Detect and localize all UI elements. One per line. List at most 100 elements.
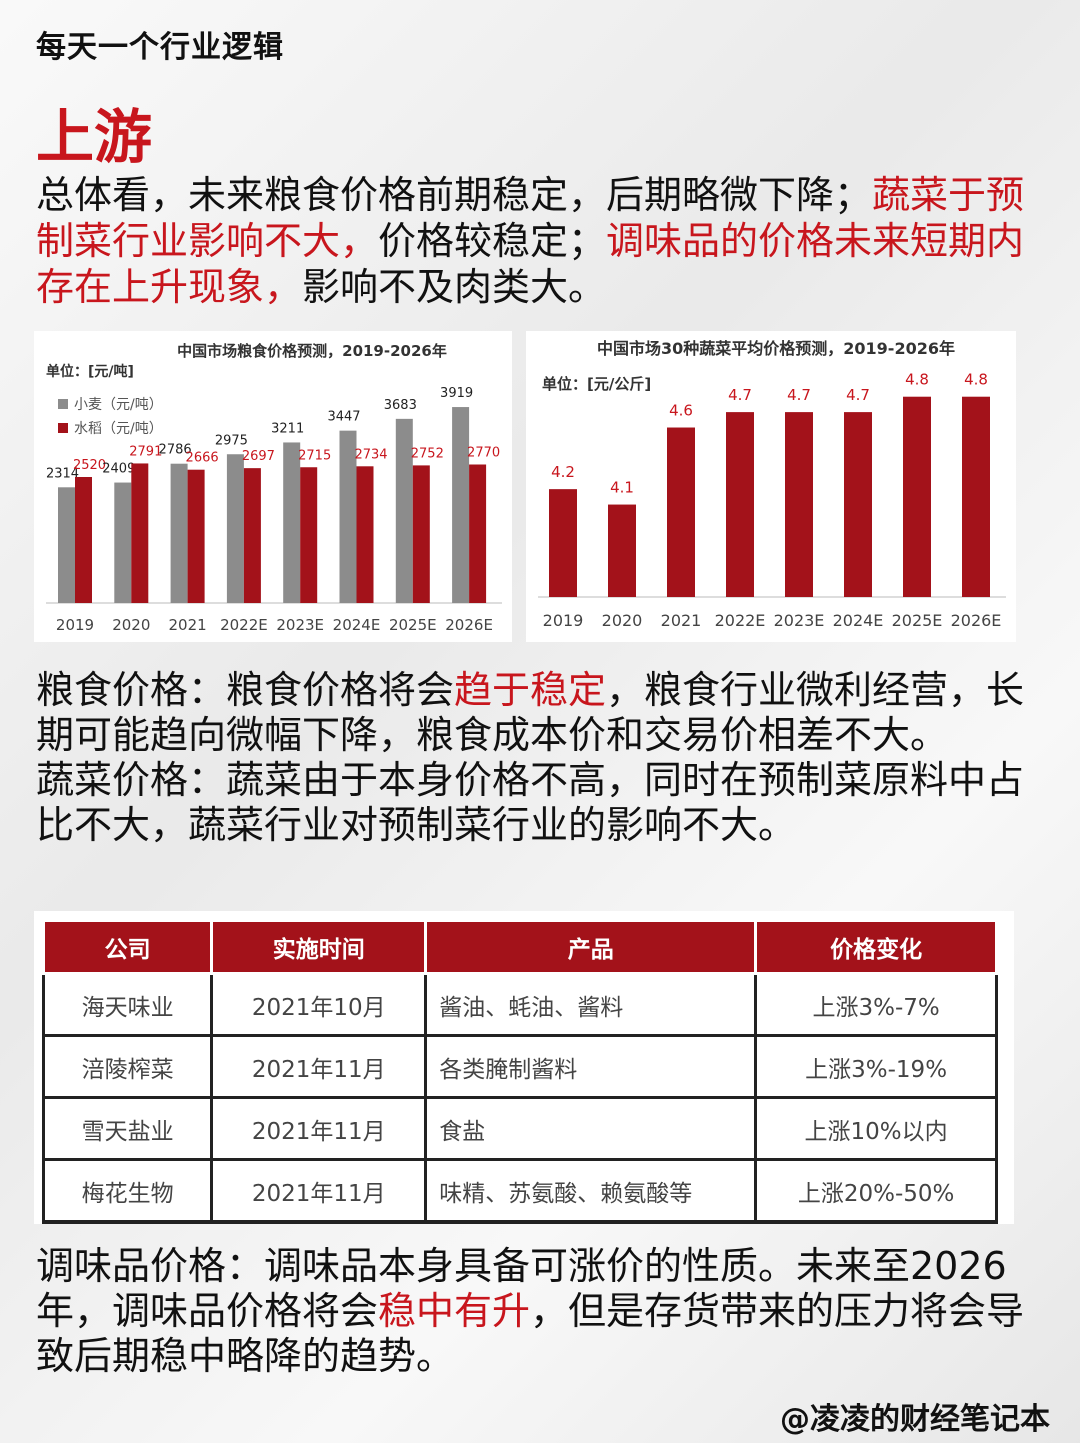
data-label: 4.8 — [905, 371, 929, 389]
bar — [131, 463, 149, 603]
data-label: 2715 — [298, 448, 331, 463]
x-tick-label: 2021 — [661, 611, 702, 630]
table-cell: 上涨3%-7% — [754, 972, 998, 1037]
price-change-table: 公司 实施时间 产品 价格变化 海天味业 2021年10月 酱油、蚝油、酱料 上涨3%-7%… — [41, 919, 998, 1224]
data-label: 4.7 — [787, 386, 811, 404]
x-tick-label: 2025E — [892, 611, 943, 630]
bar — [844, 412, 872, 597]
grain-text-2: ，粮食行业微利经营，长期可能趋向微幅下降，粮食成本价和交易价相差不大。 — [36, 668, 1025, 757]
bar — [187, 469, 205, 603]
bar — [726, 412, 754, 597]
table-row: 海天味业 2021年10月 酱油、蚝油、酱料 上涨3%-7% — [41, 972, 998, 1037]
bar — [170, 463, 188, 603]
table-row: 梅花生物 2021年11月 味精、苏氨酸、赖氨酸等 上涨20%-50% — [41, 1158, 998, 1224]
x-tick-label: 2026E — [445, 616, 493, 634]
bar — [243, 468, 261, 603]
data-label: 2752 — [411, 446, 444, 461]
table-cell: 食盐 — [424, 1096, 758, 1161]
bar — [395, 418, 413, 603]
bar — [114, 482, 132, 603]
table-cell: 2021年11月 — [210, 1158, 428, 1224]
table-cell: 梅花生物 — [41, 1158, 214, 1224]
seasoning-paragraph: 调味品价格：调味品本身具备可涨价的性质。未来至2026年，调味品价格将会稳中有升… — [36, 1244, 1036, 1379]
seasoning-text-1: 调味品价格：调味品本身具备可涨价的性质。未来至2026年，调味品价格将会 — [36, 1244, 1007, 1333]
legend-swatch — [58, 423, 68, 433]
bar — [785, 412, 813, 597]
vegetable-price-chart: 中国市场30种蔬菜平均价格预测，2019-2026年 单位：[元/公斤] 4.2 20… — [526, 331, 1016, 642]
x-tick-label: 2020 — [602, 611, 643, 630]
data-label: 2409 — [102, 462, 135, 477]
grain-price-chart: 中国市场粮食价格预测，2019-2026年 单位：[元/吨] 小麦（元/吨） 水稻（元… — [34, 331, 512, 642]
data-label: 2786 — [159, 443, 192, 458]
bar — [75, 477, 92, 603]
x-tick-label: 2023E — [276, 616, 324, 634]
x-tick-label: 2022E — [715, 611, 766, 630]
grain-highlight: 趋于稳定 — [454, 668, 607, 712]
data-label: 2697 — [242, 449, 275, 464]
bar — [608, 504, 636, 597]
data-label: 4.8 — [964, 371, 988, 389]
data-label: 4.1 — [610, 479, 634, 497]
price-change-table-box: 公司 实施时间 产品 价格变化 海天味业 2021年10月 酱油、蚝油、酱料 上涨3%-7%… — [34, 911, 1014, 1224]
bar — [300, 467, 318, 603]
intro-highlight-veg: 蔬菜于预制菜行业影响不大， — [36, 173, 1025, 263]
seasoning-highlight: 稳中有升 — [378, 1289, 531, 1333]
bar — [356, 466, 374, 603]
table-cell: 2021年11月 — [210, 1096, 428, 1161]
table-header-row: 公司 实施时间 产品 价格变化 — [41, 919, 998, 975]
table-cell: 上涨20%-50% — [754, 1158, 998, 1224]
intro-text-1: 总体看，未来粮食价格前期稳定，后期略微下降； — [36, 173, 873, 217]
intro-text-2: 价格较稳定； — [378, 219, 607, 263]
table-cell: 2021年10月 — [210, 972, 428, 1037]
table-header-cell: 产品 — [424, 919, 758, 975]
grain-text-1: 粮食价格：粮食价格将会 — [36, 668, 455, 712]
bar — [469, 464, 487, 603]
data-label: 4.2 — [551, 463, 575, 481]
bar — [226, 454, 244, 603]
data-label: 2770 — [467, 446, 500, 461]
table-header-cell: 价格变化 — [754, 919, 998, 975]
bar — [667, 427, 695, 597]
series-title: 每天一个行业逻辑 — [36, 30, 284, 65]
data-label: 2734 — [354, 447, 387, 462]
data-label: 4.6 — [669, 402, 693, 420]
bar — [283, 442, 301, 603]
intro-text-3: 影响不及肉类大。 — [302, 265, 607, 309]
table-cell: 2021年11月 — [210, 1034, 428, 1099]
chart-unit: 单位：[元/公斤] — [542, 375, 651, 393]
x-tick-label: 2026E — [951, 611, 1002, 630]
table-cell: 涪陵榨菜 — [41, 1034, 214, 1099]
bar — [452, 407, 470, 603]
table-cell: 雪天盐业 — [41, 1096, 214, 1161]
chart-unit: 单位：[元/吨] — [46, 363, 134, 380]
bar — [412, 465, 430, 603]
table-header-cell: 实施时间 — [210, 919, 428, 975]
table-cell: 味精、苏氨酸、赖氨酸等 — [424, 1158, 758, 1224]
legend-label: 水稻（元/吨） — [74, 421, 163, 437]
x-tick-label: 2021 — [169, 616, 207, 634]
section-title: 上游 — [36, 103, 153, 171]
intro-highlight-seasoning: 调味品的价格未来短期内存在上升现象， — [36, 219, 1025, 309]
table-cell: 海天味业 — [41, 972, 214, 1037]
data-label: 4.7 — [846, 386, 870, 404]
x-tick-label: 2019 — [543, 611, 584, 630]
data-label: 3211 — [271, 421, 304, 436]
bar — [339, 430, 357, 603]
data-label: 4.7 — [728, 386, 752, 404]
data-label: 3683 — [384, 398, 417, 413]
veg-text: 蔬菜价格：蔬菜由于本身价格不高，同时在预制菜原料中占比不大，蔬菜行业对预制菜行业… — [36, 758, 1025, 847]
data-label: 3447 — [327, 410, 360, 425]
bar — [962, 396, 990, 597]
data-label: 2791 — [129, 444, 162, 459]
intro-paragraph: 总体看，未来粮食价格前期稳定，后期略微下降；蔬菜于预制菜行业影响不大，价格较稳定… — [36, 172, 1036, 310]
data-label: 2520 — [73, 458, 106, 473]
data-label: 2314 — [46, 466, 79, 481]
data-label: 2975 — [215, 433, 248, 448]
legend-label: 小麦（元/吨） — [74, 397, 163, 413]
table-cell: 上涨10%以内 — [754, 1096, 998, 1161]
grain-veg-paragraph: 粮食价格：粮食价格将会趋于稳定，粮食行业微利经营，长期可能趋向微幅下降，粮食成本… — [36, 668, 1036, 848]
table-cell: 各类腌制酱料 — [424, 1034, 758, 1099]
table-cell: 酱油、蚝油、酱料 — [424, 972, 758, 1037]
x-tick-label: 2024E — [833, 611, 884, 630]
